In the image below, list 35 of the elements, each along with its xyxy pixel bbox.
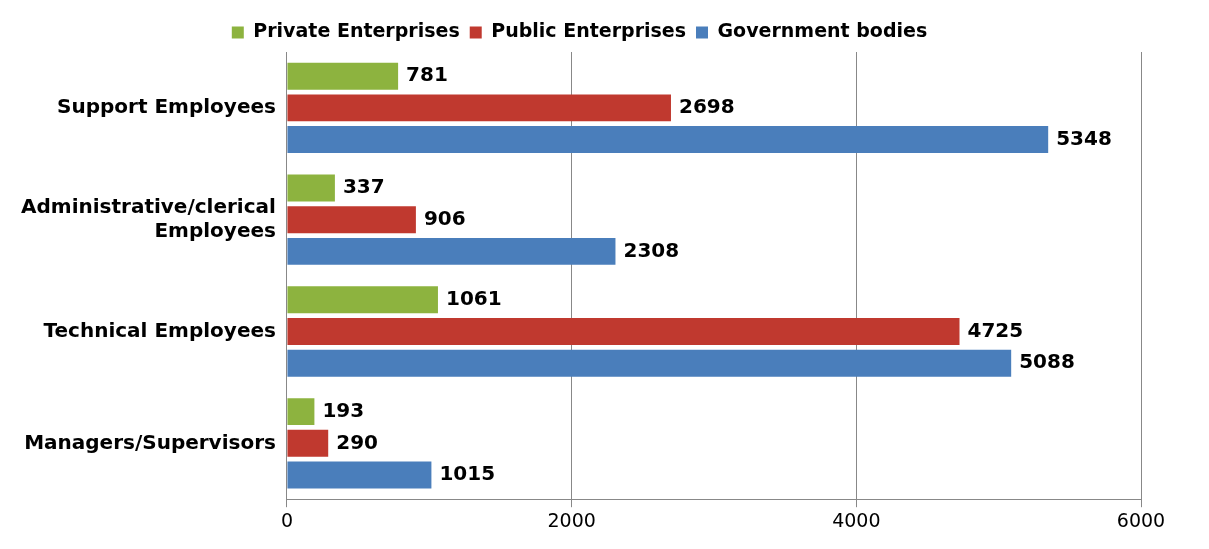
x-tick-label: 2000: [547, 508, 596, 531]
x-tick-label: 6000: [1116, 508, 1166, 531]
data-label: 1061: [445, 286, 502, 311]
bar: [287, 206, 416, 234]
data-label: 290: [336, 429, 378, 454]
bar: [287, 398, 315, 426]
data-label: 193: [322, 397, 365, 422]
bar: [287, 461, 432, 489]
data-label: 4725: [967, 317, 1024, 342]
bar: [287, 62, 399, 90]
x-tick-label: 4000: [832, 508, 881, 531]
bar: [287, 94, 671, 122]
bar: [287, 126, 1049, 154]
legend-label: Private Enterprises: [253, 19, 460, 42]
data-label: 2308: [623, 237, 680, 262]
data-label: 5088: [1019, 349, 1075, 374]
data-label: 337: [342, 174, 385, 199]
legend-label: Public Enterprises: [491, 19, 687, 42]
data-label: 2698: [678, 94, 735, 119]
x-tick-label: 0: [280, 508, 293, 531]
data-label: 906: [423, 205, 466, 230]
bar: [287, 286, 438, 314]
y-tick-label: Managers/Supervisors: [24, 429, 276, 454]
bar: [287, 429, 329, 457]
bar: [287, 174, 335, 202]
data-label: 1015: [439, 461, 496, 486]
data-label: 781: [406, 62, 448, 87]
y-tick-label: Technical Employees: [43, 317, 276, 342]
bar: [287, 237, 616, 265]
y-tick-label: Administrative/clerical Employees: [20, 193, 276, 242]
legend-label: Government bodies: [717, 19, 928, 42]
data-label: 5348: [1056, 125, 1112, 150]
bar: [287, 318, 960, 345]
y-tick-label: Support Employees: [57, 94, 276, 119]
bar: [287, 349, 1012, 377]
